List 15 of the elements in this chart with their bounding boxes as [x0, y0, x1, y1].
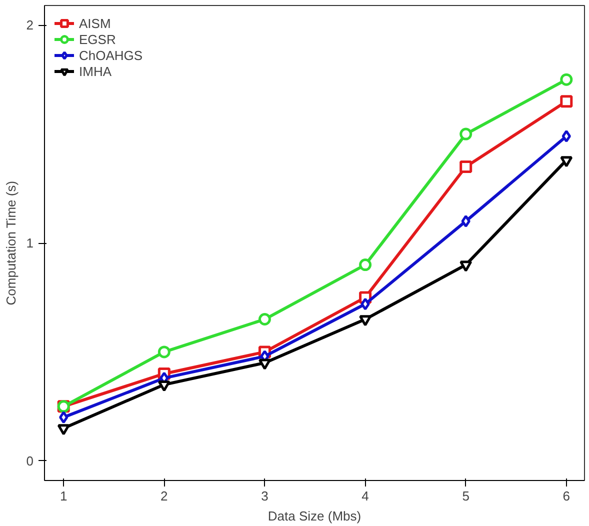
x-tick-label: 1 — [60, 488, 68, 504]
x-tick-label: 2 — [160, 488, 168, 504]
legend-label: EGSR — [79, 31, 116, 47]
y-tick-label: 1 — [26, 236, 34, 250]
x-tick-label: 5 — [462, 488, 470, 504]
y-tick-label: 0 — [26, 453, 34, 468]
x-tick-label: 6 — [562, 488, 570, 504]
x-tick-label: 4 — [362, 488, 369, 504]
y-axis-title: Computation Time (s) — [3, 180, 18, 306]
legend-label: AISM — [79, 15, 111, 31]
legend-label: IMHA — [79, 63, 112, 79]
x-tick-label: 3 — [261, 488, 268, 504]
legend-label: ChOAHGS — [79, 47, 143, 63]
x-axis-title: Data Size (Mbs) — [268, 508, 362, 524]
y-tick-label: 2 — [26, 18, 34, 33]
